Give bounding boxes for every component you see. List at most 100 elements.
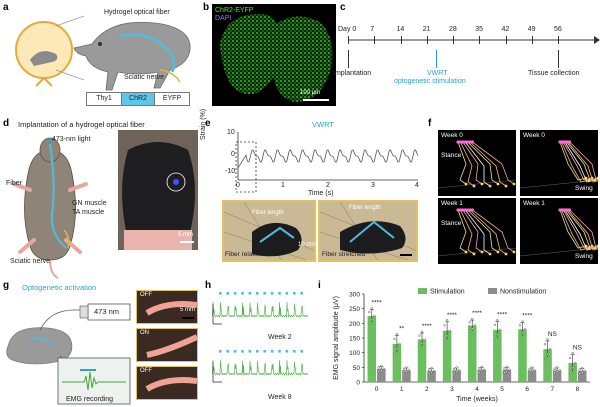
strain-xtick-0: 0 <box>236 182 240 189</box>
data-point <box>370 307 373 310</box>
data-point <box>453 371 456 375</box>
limb-stick <box>562 141 593 181</box>
limb-stick <box>457 209 467 253</box>
data-point <box>373 314 376 318</box>
running-wheel-icon <box>15 21 73 79</box>
significance-label: NS <box>548 331 558 338</box>
legend-label: Nonstimulation <box>500 289 546 296</box>
fiber-label-d: Fiber <box>6 180 22 187</box>
timeline-day-label: 56 <box>554 26 562 33</box>
timeline-tick <box>531 36 533 44</box>
limb-stick <box>566 141 598 181</box>
limb-stick <box>464 141 491 187</box>
x-tick-label: 6 <box>525 386 529 393</box>
limb-stick <box>472 141 515 185</box>
data-point <box>493 338 496 341</box>
fiber-length-label-2: Fiber length <box>349 205 381 211</box>
panel-label-e: e <box>205 118 211 129</box>
timeline-day-label: 14 <box>396 26 405 33</box>
stretched-label: Fiber stretched <box>322 251 366 258</box>
data-point <box>468 321 471 324</box>
data-point <box>546 352 549 356</box>
x-tick-label: 5 <box>500 386 504 393</box>
data-point <box>377 370 380 373</box>
data-point <box>553 371 556 375</box>
microscopy-image <box>212 4 336 106</box>
bar-nonstimulation <box>527 370 537 382</box>
e-scale-label: 10 mm <box>298 242 317 248</box>
data-point <box>480 365 483 368</box>
data-point <box>380 369 383 372</box>
emg-box <box>57 357 131 405</box>
f-tl-phase: Stance <box>441 152 462 159</box>
data-point <box>430 371 433 374</box>
microscopy-scale-label: 100 μm <box>300 90 321 96</box>
data-point <box>380 364 383 368</box>
data-point <box>430 366 433 370</box>
state-on: ON <box>140 330 149 336</box>
limb-stick <box>462 141 483 185</box>
legend-swatch <box>488 288 497 294</box>
construct-thy1: Thy1 <box>87 93 121 105</box>
data-point <box>518 335 522 339</box>
data-point <box>530 366 534 369</box>
y-tick-label: 250 <box>349 306 360 313</box>
x-tick-label: 8 <box>576 386 580 393</box>
g-scale-bar <box>182 317 194 319</box>
fiber-path-icon <box>119 33 176 73</box>
limb-stick <box>460 209 475 255</box>
limb-stick <box>464 209 491 255</box>
panel-a-illustration <box>15 15 191 91</box>
nerve-label: Sciatic nerve <box>124 74 165 81</box>
significance-label: **** <box>522 313 533 320</box>
relaxed-label: Fiber relaxed <box>225 251 263 258</box>
data-point <box>571 351 574 355</box>
optogenetic-label: optogenetic stimulation <box>394 78 466 85</box>
e-scale-bar <box>400 254 412 256</box>
data-point <box>518 324 522 327</box>
data-point <box>382 367 385 370</box>
limb-stick <box>460 141 475 187</box>
limb-stick <box>564 141 596 183</box>
data-point <box>405 366 408 369</box>
bar-stimulation <box>543 349 552 382</box>
mouse-large-icon <box>73 21 191 91</box>
panel-label-c: c <box>340 2 346 13</box>
timeline-tick <box>505 36 507 44</box>
data-point <box>523 328 527 331</box>
timeline-tick <box>479 36 481 44</box>
limb-stick <box>566 209 598 249</box>
data-point <box>503 371 506 374</box>
data-point <box>480 369 483 373</box>
data-point <box>458 369 461 372</box>
x-tick-label: 4 <box>475 386 479 393</box>
data-point <box>498 328 501 331</box>
data-point <box>420 342 424 345</box>
significance-label: ** <box>399 326 405 333</box>
y-tick-label: 50 <box>353 365 361 372</box>
optogenetic-activation-title: Optogenetic activation <box>22 283 97 292</box>
bar-stimulation <box>568 362 577 382</box>
microscopy-scale-bar <box>303 99 329 101</box>
limb-stick <box>457 141 467 185</box>
bar-nonstimulation <box>452 370 461 382</box>
x-tick-label: 0 <box>375 386 379 393</box>
data-point <box>423 338 426 341</box>
strain-zoom-box <box>235 141 257 193</box>
strain-xtick-4: 4 <box>415 182 419 189</box>
data-point <box>395 332 398 336</box>
strain-ylabel: Strain (%) <box>200 108 207 140</box>
photo-off-2 <box>136 366 198 400</box>
significance-label: **** <box>447 312 458 319</box>
f-tl-week: Week 0 <box>441 132 463 139</box>
data-point <box>370 318 373 321</box>
construct-chr2: ChR2 <box>121 93 154 105</box>
data-point <box>521 331 524 335</box>
x-tick-label: 1 <box>400 386 404 393</box>
bar-stimulation <box>417 339 427 382</box>
construct-eyfp: EYFP <box>154 93 189 105</box>
data-point <box>581 366 584 370</box>
bar-stimulation <box>367 316 377 382</box>
x-tick-label: 2 <box>425 386 429 393</box>
fiber-implant-icon <box>49 143 67 249</box>
